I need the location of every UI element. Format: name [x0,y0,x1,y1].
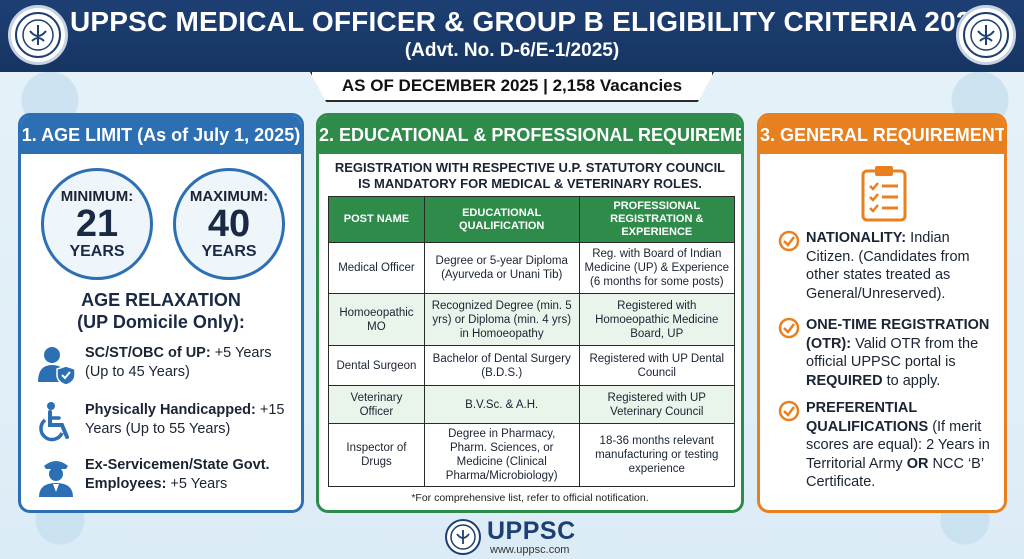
post-name-cell: Veterinary Officer [328,385,425,424]
check-circle-icon [778,230,800,252]
general-requirement-item: NATIONALITY: Indian Citizen. (Candidates… [778,229,994,303]
person-shield-icon [38,347,76,386]
relaxation-detail: +5 Years [166,476,228,492]
qualification-cell: Bachelor of Dental Surgery (B.D.S.) [423,345,580,386]
advertisement-number: (Advt. No. D-6/E-1/2025) [404,40,620,61]
relaxation-category: Ex-Servicemen/State Govt. Employees: [85,457,270,492]
general-requirements-panel: 3. GENERAL REQUIREMENTS NATIONALITY: Ind… [757,113,1007,513]
registration-cell: Registered with UP Dental Council [578,345,736,386]
registration-cell: Registered with UP Veterinary Council [578,385,736,424]
requirement-label: PREFERENTIAL QUALIFICATIONS [806,400,929,435]
column-header: PROFESSIONAL REGISTRATION & EXPERIENCE [578,196,736,243]
check-circle-icon [778,317,800,339]
officer-icon [39,461,73,497]
requirement-emphasis: OR [906,455,929,472]
requirement-detail: NCC ‘B’ Certificate. [806,455,984,491]
uppsc-emblem-icon [8,5,68,65]
requirement-detail: Indian Citizen. (Candidates from other s… [806,230,970,302]
qualification-cell: Degree in Pharmacy, Pharm. Sciences, or … [423,423,580,487]
post-name-cell: Homoeopathic MO [328,293,425,346]
minimum-age-circle: MINIMUM: 21 YEARS [41,168,153,280]
relaxation-category: Physically Handicapped: [85,402,256,418]
table-row: Homoeopathic MO Recognized Degree (min. … [328,293,736,346]
qualification-cell: Recognized Degree (min. 5 yrs) or Diplom… [423,293,580,346]
requirement-detail: to apply. [882,372,941,389]
column-header: POST NAME [328,196,425,243]
maximum-age-circle: MAXIMUM: 40 YEARS [173,168,285,280]
registration-cell: 18-36 months relevant manufacturing or t… [578,423,736,487]
registration-cell: Reg. with Board of Indian Medicine (UP) … [578,242,736,294]
uppsc-logo-icon [445,519,481,555]
minimum-value: 21 [75,203,119,245]
registration-notice-line: IS MANDATORY FOR MEDICAL & VETERINARY RO… [358,176,702,191]
post-name-cell: Medical Officer [328,242,425,294]
wheelchair-icon [39,402,69,442]
requirement-label: NATIONALITY: [806,230,907,246]
registration-cell: Registered with Homoeopathic Medicine Bo… [578,293,736,346]
post-name-cell: Dental Surgeon [328,345,425,386]
column-header: EDUCATIONAL QUALIFICATION [423,196,580,243]
table-row: Medical Officer Degree or 5-year Diploma… [328,242,736,294]
footer-brand-name: UPPSC [487,517,576,545]
relaxation-item: SC/ST/OBC of UP: +5 Years (Up to 45 Year… [35,344,295,386]
general-requirement-item: PREFERENTIAL QUALIFICATIONS (If merit sc… [778,399,994,492]
general-title: 3. GENERAL REQUIREMENTS [760,116,1004,154]
page-title: UPPSC MEDICAL OFFICER & GROUP B ELIGIBIL… [70,6,988,37]
relaxation-detail: +5 Years (Up to 45 Years) [85,345,272,380]
requirement-emphasis: REQUIRED [806,372,883,389]
qualification-cell: B.V.Sc. & A.H. [423,385,580,424]
table-row: Veterinary Officer B.V.Sc. & A.H. Regist… [328,385,736,424]
general-requirement-item: ONE-TIME REGISTRATION (OTR): Valid OTR f… [778,316,994,390]
minimum-unit: YEARS [69,243,125,260]
requirements-table: POST NAME EDUCATIONAL QUALIFICATION PROF… [328,196,736,487]
education-title: 2. EDUCATIONAL & PROFESSIONAL REQUIREMEN… [319,116,741,154]
post-name-cell: Inspector of Drugs [328,423,425,487]
table-row: Dental Surgeon Bachelor of Dental Surger… [328,345,736,386]
relaxation-item: Physically Handicapped: +15 Years (Up to… [35,401,295,443]
table-row: Inspector of Drugs Degree in Pharmacy, P… [328,423,736,487]
maximum-unit: YEARS [201,243,257,260]
uppsc-emblem-icon [956,5,1016,65]
relaxation-category: SC/ST/OBC of UP: [85,345,211,361]
qualification-cell: Degree or 5-year Diploma (Ayurveda or Un… [423,242,580,294]
date-vacancies-banner: AS OF DECEMBER 2025 | 2,158 Vacancies [310,72,714,102]
requirement-detail: (If merit scores are equal): 2 Years in … [806,418,990,472]
check-circle-icon [778,400,800,422]
requirement-detail: Valid OTR from the official UPPSC portal… [806,335,979,371]
clipboard-checklist-icon [861,166,907,222]
registration-notice: REGISTRATION WITH RESPECTIVE U.P. STATUT… [319,160,741,192]
requirement-label: ONE-TIME REGISTRATION (OTR): [806,317,990,352]
age-limit-panel: 1. AGE LIMIT (As of July 1, 2025) MINIMU… [18,113,304,513]
table-header-row: POST NAME EDUCATIONAL QUALIFICATION PROF… [328,196,736,243]
education-panel: 2. EDUCATIONAL & PROFESSIONAL REQUIREMEN… [316,113,744,513]
footnote: *For comprehensive list, refer to offici… [411,492,649,504]
age-limit-title: 1. AGE LIMIT (As of July 1, 2025) [21,116,301,154]
relaxation-detail: +15 Years (Up to 55 Years) [85,402,285,437]
footer-website-link[interactable]: www.uppsc.com [490,544,570,556]
relaxation-item: Ex-Servicemen/State Govt. Employees: +5 … [35,456,295,498]
relaxation-subtitle: (UP Domicile Only): [77,312,245,332]
maximum-value: 40 [207,203,251,245]
header: UPPSC MEDICAL OFFICER & GROUP B ELIGIBIL… [0,0,1024,72]
maximum-label: MAXIMUM: [189,188,269,205]
relaxation-title: AGE RELAXATION [81,290,241,310]
registration-notice-line: REGISTRATION WITH RESPECTIVE U.P. STATUT… [334,160,726,175]
age-relaxation-heading: AGE RELAXATION (UP Domicile Only): [21,289,301,333]
minimum-label: MINIMUM: [60,188,134,205]
